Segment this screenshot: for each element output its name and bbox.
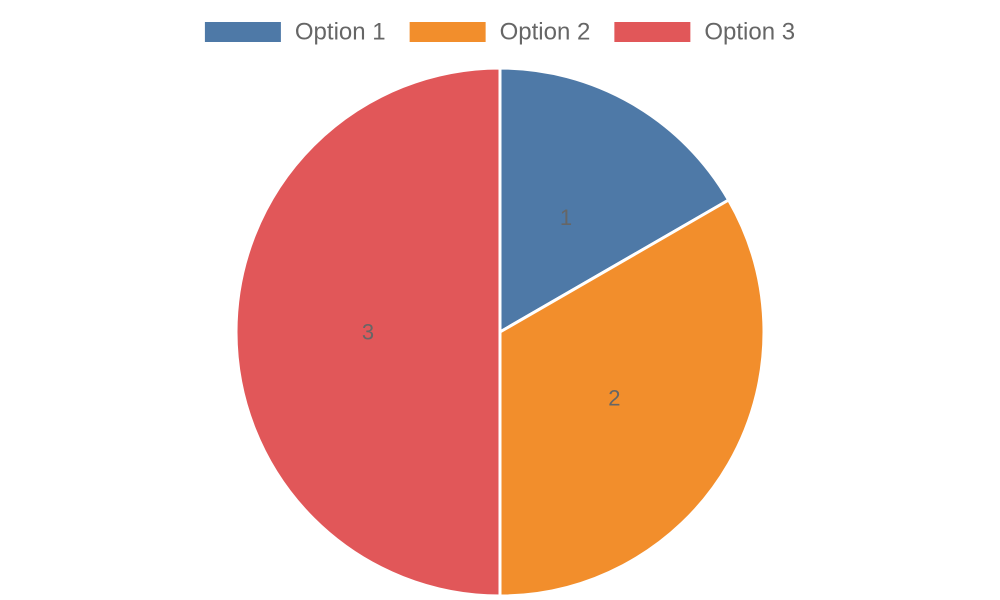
pie-slice-labels: 1 2 3	[362, 205, 621, 410]
legend-label: Option 3	[704, 19, 795, 46]
slice-label-3: 3	[362, 320, 374, 345]
pie-slice-2	[498, 197, 766, 598]
legend-swatch	[409, 22, 486, 42]
legend-swatch	[614, 22, 691, 42]
pie-slice-1	[498, 66, 731, 335]
legend-item-option-1[interactable]: Option 1	[204, 19, 386, 46]
legend-item-option-2[interactable]: Option 2	[409, 19, 591, 46]
legend-item-option-3[interactable]: Option 3	[614, 19, 795, 46]
pie-slices	[234, 66, 766, 598]
legend-swatch	[204, 22, 281, 42]
slice-label-2: 2	[608, 386, 620, 411]
legend-label: Option 2	[500, 19, 591, 46]
chart-legend: Option 1 Option 2 Option 3	[204, 19, 795, 46]
pie-slice-3	[234, 66, 502, 598]
legend-label: Option 1	[295, 19, 386, 46]
slice-label-1: 1	[560, 205, 572, 230]
